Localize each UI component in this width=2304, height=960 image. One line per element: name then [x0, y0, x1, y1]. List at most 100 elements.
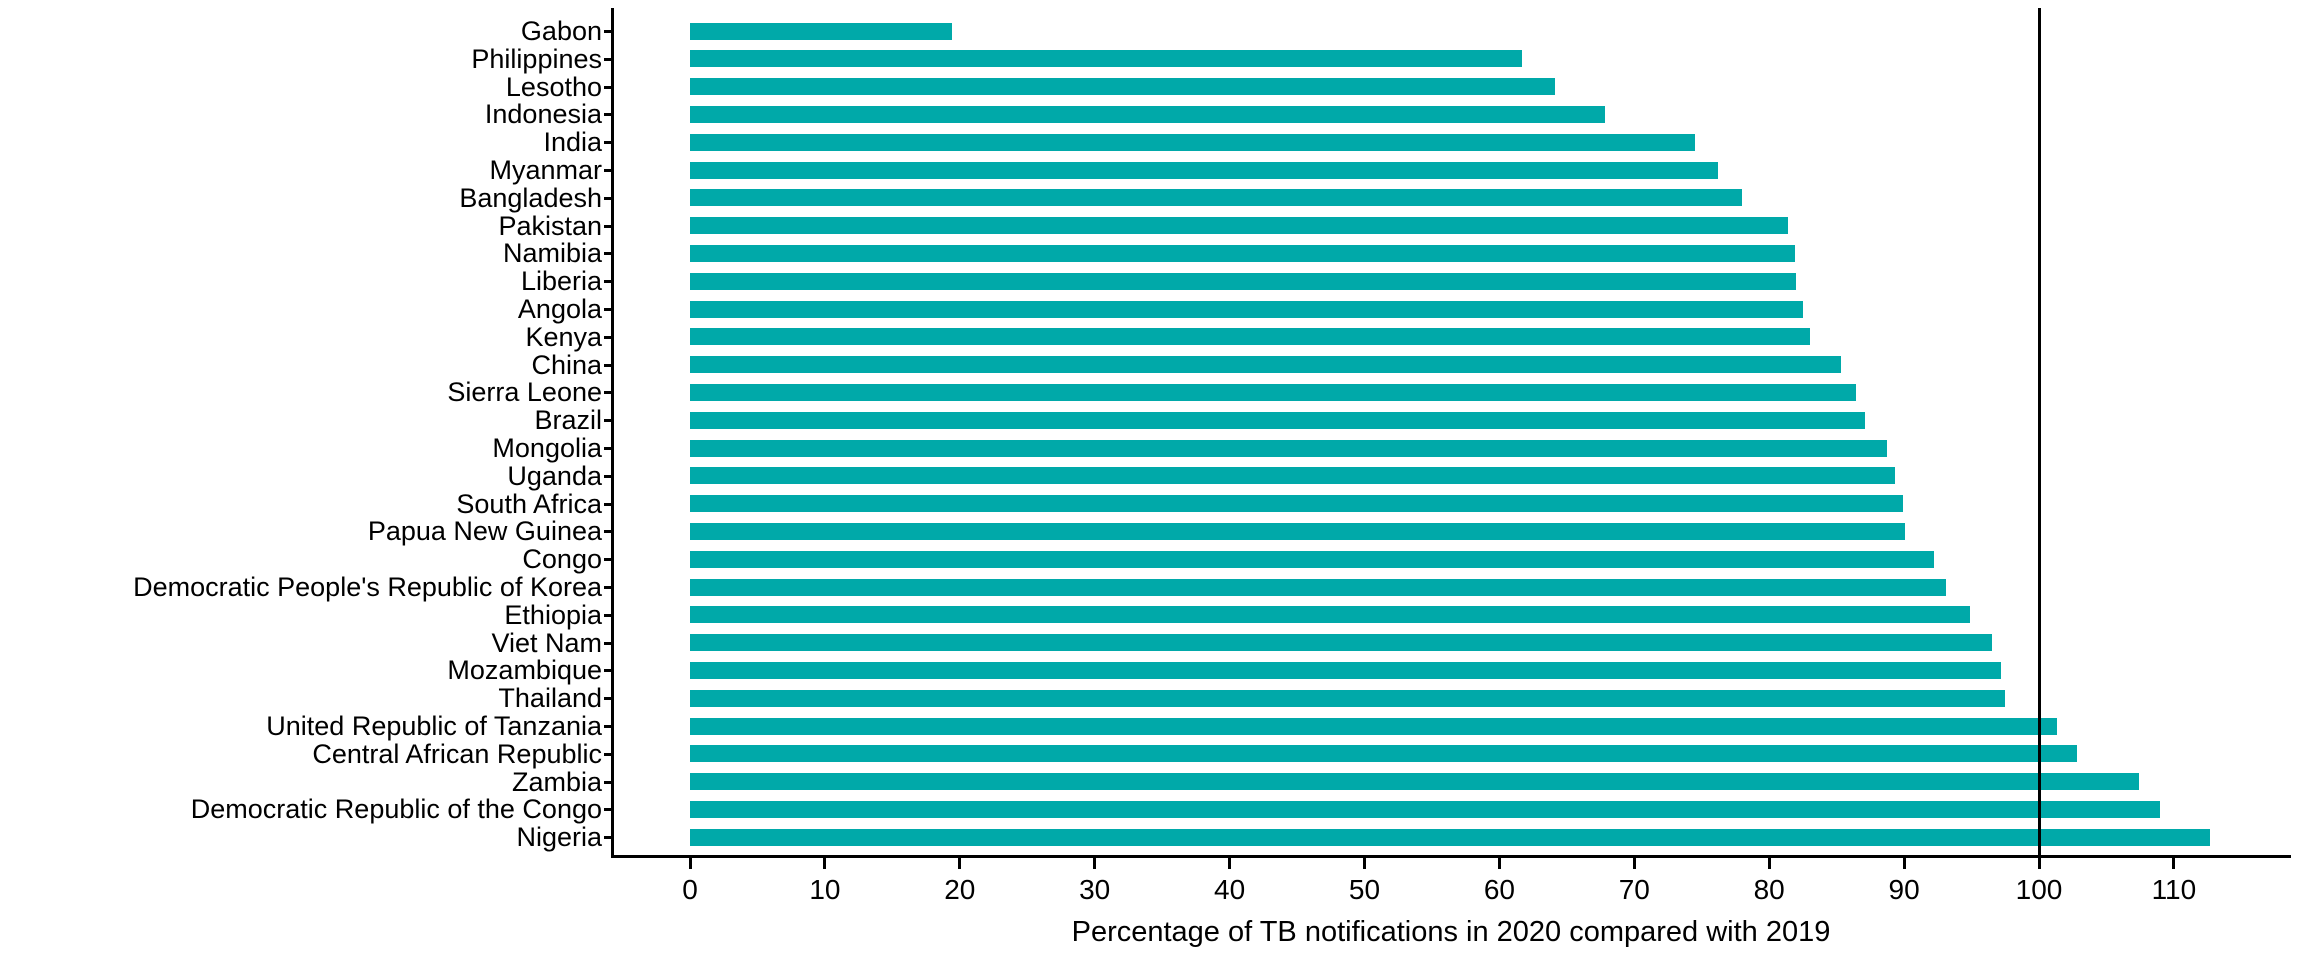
x-tick: [1767, 858, 1771, 869]
y-tick: [604, 196, 613, 200]
country-label: Mozambique: [447, 655, 602, 686]
country-label: South Africa: [456, 488, 602, 519]
bar-mongolia: [690, 439, 1887, 457]
y-tick: [604, 113, 613, 117]
y-tick: [604, 613, 613, 617]
x-tick-label: 90: [1888, 874, 1920, 905]
x-tick-label: 40: [1214, 874, 1246, 905]
y-tick: [604, 335, 613, 339]
y-tick: [604, 725, 613, 728]
x-tick-label: 20: [944, 874, 976, 905]
country-label: Indonesia: [484, 99, 602, 130]
y-tick: [604, 697, 613, 701]
y-tick: [604, 224, 613, 228]
bar-pakistan: [690, 217, 1789, 235]
country-label: India: [543, 127, 602, 158]
bar-democratic-republic-of-the-congo: [690, 800, 2161, 818]
y-tick: [604, 447, 613, 450]
x-tick-label: 60: [1483, 874, 1515, 905]
country-label: Papua New Guinea: [367, 516, 602, 547]
country-label: United Republic of Tanzania: [266, 711, 602, 741]
country-label: Ethiopia: [504, 599, 602, 630]
country-label: Gabon: [520, 16, 602, 46]
bar-central-african-republic: [690, 745, 2077, 763]
bar-uganda: [690, 467, 1895, 485]
bar-ethiopia: [690, 606, 1971, 624]
x-tick: [1093, 858, 1097, 869]
y-tick: [604, 252, 613, 256]
y-tick: [604, 141, 613, 145]
bar-bangladesh: [690, 189, 1743, 207]
country-label: Pakistan: [498, 210, 602, 241]
bar-democratic-people-s-republic-of-korea: [690, 578, 1946, 596]
country-label: Brazil: [534, 405, 602, 436]
country-label: China: [531, 349, 602, 380]
x-tick: [2037, 858, 2041, 869]
y-tick: [604, 391, 613, 395]
bar-indonesia: [690, 105, 1605, 123]
x-tick-label: 110: [2151, 874, 2197, 905]
country-label: Uganda: [507, 460, 602, 491]
country-label: Zambia: [511, 766, 602, 797]
bar-congo: [690, 550, 1934, 568]
bar-nigeria: [690, 828, 2211, 846]
bar-namibia: [690, 244, 1795, 262]
y-tick: [604, 586, 613, 589]
x-tick-label: 80: [1753, 874, 1785, 905]
country-label: Philippines: [471, 43, 602, 74]
x-tick: [1632, 858, 1636, 869]
country-label: Lesotho: [505, 71, 602, 102]
y-tick: [604, 85, 613, 89]
y-tick: [604, 808, 613, 812]
x-tick-label: 50: [1348, 874, 1381, 905]
country-label: Angola: [517, 294, 602, 324]
bar-china: [690, 356, 1841, 374]
x-tick: [823, 858, 827, 869]
bar-brazil: [690, 411, 1865, 429]
country-label: Kenya: [525, 321, 602, 352]
bar-papua-new-guinea: [690, 522, 1906, 540]
y-axis-line: [611, 8, 614, 857]
x-tick: [1228, 858, 1232, 869]
x-tick: [1497, 858, 1501, 869]
y-tick: [604, 836, 613, 840]
x-tick: [1902, 858, 1906, 869]
y-tick: [604, 474, 613, 478]
bar-united-republic-of-tanzania: [690, 717, 2057, 735]
y-tick: [604, 641, 613, 645]
y-tick: [604, 419, 613, 423]
x-tick: [1363, 858, 1366, 869]
x-axis-title: Percentage of TB notifications in 2020 c…: [1071, 916, 1831, 948]
y-tick: [604, 308, 613, 311]
y-tick: [604, 363, 613, 367]
country-label: Central African Republic: [312, 738, 602, 769]
x-tick-label: 30: [1079, 874, 1111, 905]
country-label: Congo: [522, 544, 602, 575]
x-tick: [2172, 858, 2176, 869]
y-tick: [604, 57, 613, 61]
y-tick: [604, 280, 613, 284]
bar-philippines: [690, 50, 1523, 68]
country-label: Bangladesh: [459, 182, 602, 213]
country-label: Viet Nam: [491, 627, 602, 658]
country-label: Democratic Republic of the Congo: [190, 794, 602, 825]
x-tick: [958, 858, 962, 869]
country-label: Thailand: [498, 683, 602, 714]
bar-zambia: [690, 773, 2139, 791]
x-axis-line: [611, 855, 2291, 858]
bar-lesotho: [690, 78, 1555, 96]
country-label: Sierra Leone: [447, 377, 602, 408]
country-label: Liberia: [520, 266, 602, 297]
bar-south-africa: [690, 495, 1903, 513]
bar-liberia: [690, 272, 1797, 290]
bar-viet-nam: [690, 634, 1992, 652]
y-tick: [604, 502, 613, 506]
reference-line-100: [2037, 8, 2041, 855]
bar-sierra-leone: [690, 383, 1856, 401]
x-tick-label: 70: [1618, 874, 1650, 905]
bar-kenya: [690, 328, 1810, 346]
bar-myanmar: [690, 161, 1718, 179]
country-label: Democratic People's Republic of Korea: [133, 572, 602, 602]
x-tick-label: 100: [2015, 874, 2063, 905]
